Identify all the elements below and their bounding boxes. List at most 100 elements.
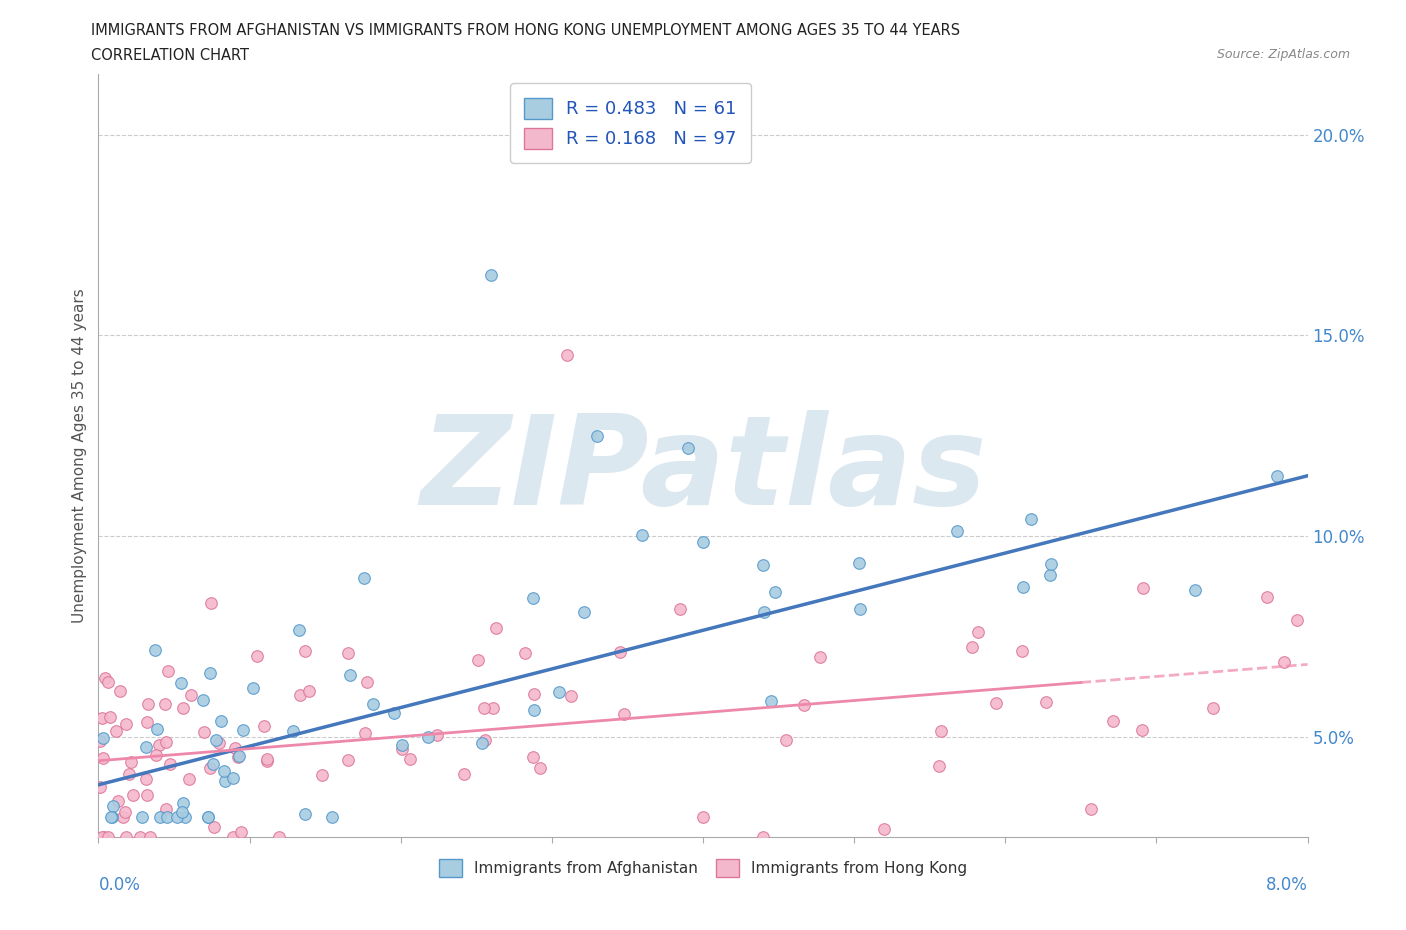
Point	[98, 710, 121, 724]
Point	[336, 752, 359, 767]
Point	[157, 663, 180, 678]
Y-axis label: Unemployment Among Ages 35 to 44 years: Unemployment Among Ages 35 to 44 years	[72, 288, 87, 623]
Text: ZIPatlas: ZIPatlas	[420, 410, 986, 531]
Point	[115, 716, 138, 731]
Point	[91, 751, 114, 765]
Point	[148, 737, 170, 752]
Point	[294, 644, 316, 658]
Point	[1132, 580, 1154, 595]
Point	[229, 824, 252, 839]
Point	[361, 697, 384, 711]
Point	[572, 604, 595, 619]
Point	[180, 687, 202, 702]
Point	[984, 696, 1007, 711]
Point	[288, 622, 311, 637]
Point	[290, 688, 312, 703]
Point	[928, 758, 950, 773]
Point	[793, 698, 815, 713]
Point	[485, 621, 508, 636]
Point	[474, 732, 496, 747]
Point	[198, 761, 221, 776]
Point	[353, 725, 375, 740]
Point	[298, 684, 321, 698]
Point	[149, 809, 172, 824]
Point	[136, 788, 159, 803]
Point	[759, 694, 782, 709]
Point	[311, 767, 333, 782]
Point	[256, 752, 278, 767]
Point	[391, 741, 413, 756]
Point	[104, 724, 127, 738]
Point	[631, 527, 654, 542]
Point	[1272, 655, 1295, 670]
Point	[209, 713, 232, 728]
Point	[453, 767, 475, 782]
Point	[399, 751, 422, 766]
Point	[752, 830, 775, 844]
Point	[256, 754, 278, 769]
Point	[110, 684, 132, 698]
Point	[205, 733, 228, 748]
Point	[1080, 802, 1102, 817]
Point	[426, 728, 449, 743]
Point	[281, 724, 304, 738]
Point	[153, 697, 176, 711]
Point	[156, 809, 179, 824]
Point	[676, 440, 699, 455]
Point	[418, 730, 440, 745]
Point	[515, 646, 537, 661]
Point	[356, 675, 378, 690]
Point	[120, 754, 142, 769]
Point	[1011, 579, 1033, 594]
Point	[91, 711, 114, 725]
Point	[960, 640, 983, 655]
Point	[145, 747, 167, 762]
Point	[467, 653, 489, 668]
Point	[1019, 512, 1042, 526]
Point	[529, 761, 551, 776]
Point	[100, 809, 122, 824]
Point	[155, 802, 177, 817]
Point	[208, 736, 231, 751]
Point	[613, 707, 636, 722]
Point	[89, 734, 111, 749]
Point	[609, 644, 631, 659]
Point	[222, 830, 245, 844]
Text: CORRELATION CHART: CORRELATION CHART	[91, 48, 249, 63]
Point	[97, 674, 120, 689]
Point	[91, 830, 114, 844]
Point	[101, 799, 124, 814]
Text: 0.0%: 0.0%	[98, 876, 141, 894]
Point	[548, 684, 571, 699]
Point	[197, 809, 219, 824]
Point	[138, 697, 160, 711]
Point	[353, 571, 375, 586]
Text: Source: ZipAtlas.com: Source: ZipAtlas.com	[1216, 48, 1350, 61]
Point	[1286, 612, 1309, 627]
Point	[523, 687, 546, 702]
Point	[808, 650, 831, 665]
Point	[1035, 695, 1057, 710]
Point	[1202, 701, 1225, 716]
Point	[131, 809, 153, 824]
Point	[481, 268, 503, 283]
Point	[114, 804, 136, 819]
Point	[170, 676, 193, 691]
Point	[321, 809, 343, 824]
Point	[555, 348, 578, 363]
Point	[849, 602, 872, 617]
Point	[172, 804, 194, 819]
Point	[1256, 590, 1278, 604]
Point	[93, 830, 115, 844]
Point	[174, 809, 197, 824]
Point	[135, 739, 157, 754]
Point	[586, 428, 609, 443]
Legend: Immigrants from Afghanistan, Immigrants from Hong Kong: Immigrants from Afghanistan, Immigrants …	[433, 853, 973, 883]
Point	[191, 692, 214, 707]
Point	[253, 718, 276, 733]
Point	[122, 788, 145, 803]
Point	[848, 555, 870, 570]
Point	[129, 830, 152, 844]
Point	[155, 735, 177, 750]
Point	[166, 809, 188, 824]
